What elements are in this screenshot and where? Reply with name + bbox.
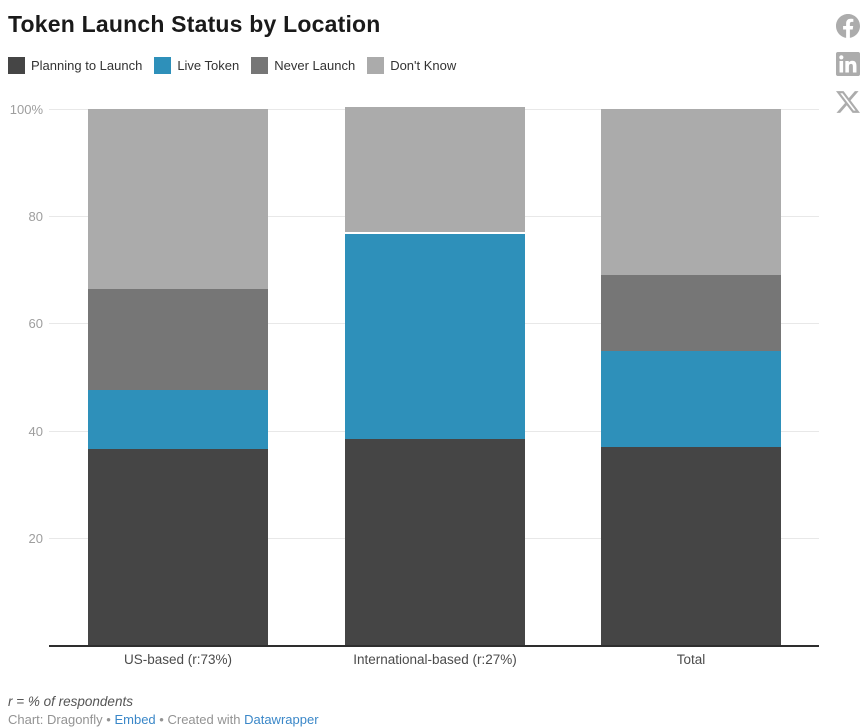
legend-item-dont-know: Don't Know <box>367 57 456 74</box>
bar-column <box>345 107 525 645</box>
legend-swatch <box>8 57 25 74</box>
chart-legend: Planning to Launch Live Token Never Laun… <box>8 57 456 74</box>
legend-label: Never Launch <box>274 58 356 73</box>
attribution-created-with: Created with <box>167 712 241 727</box>
y-tick-label: 80 <box>28 209 43 224</box>
bar-segment <box>88 109 268 289</box>
legend-swatch <box>367 57 385 74</box>
legend-item-never-launch: Never Launch <box>251 57 355 74</box>
facebook-icon[interactable] <box>836 14 860 38</box>
datawrapper-link[interactable]: Datawrapper <box>244 712 319 727</box>
legend-label: Don't Know <box>390 58 457 73</box>
bar-segment <box>88 390 268 450</box>
bar-segment <box>601 446 781 645</box>
bar-segment <box>345 234 525 440</box>
bar-column <box>601 109 781 645</box>
attribution-source: Chart: Dragonfly <box>8 712 103 727</box>
legend-label: Live Token <box>177 58 240 73</box>
attribution-line: Chart: Dragonfly • Embed • Created with … <box>8 712 319 727</box>
embed-link[interactable]: Embed <box>114 712 156 727</box>
bar-segment <box>345 439 525 645</box>
bar-segment <box>88 449 268 645</box>
legend-label: Planning to Launch <box>31 58 143 73</box>
x-axis-label: US-based (r:73%) <box>123 652 233 667</box>
attribution-separator: • <box>159 712 164 727</box>
linkedin-icon[interactable] <box>836 52 860 76</box>
x-axis-label: Total <box>676 652 706 667</box>
attribution-separator: • <box>106 712 111 727</box>
bar-segment <box>601 350 781 447</box>
y-tick-label: 60 <box>28 316 43 331</box>
social-share-column <box>836 14 860 114</box>
y-tick-label: 100% <box>9 102 43 117</box>
bar-segment <box>601 109 781 276</box>
bar-segment <box>88 288 268 391</box>
bar-segment <box>601 275 781 351</box>
x-axis-baseline <box>49 645 819 647</box>
legend-swatch <box>251 57 269 74</box>
x-axis-label: International-based (r:27%) <box>353 652 517 667</box>
page-title: Token Launch Status by Location <box>8 11 381 37</box>
bar-segment <box>345 107 525 233</box>
y-tick-label: 20 <box>28 531 43 546</box>
y-tick-label: 40 <box>28 424 43 439</box>
legend-swatch <box>154 57 172 74</box>
bar-segment <box>345 232 525 235</box>
legend-item-live-token: Live Token <box>154 57 239 74</box>
x-icon[interactable] <box>836 90 860 114</box>
legend-item-planning-to-launch: Planning to Launch <box>8 57 142 74</box>
bar-column <box>88 109 268 645</box>
chart-footnote: r = % of respondents <box>8 694 133 709</box>
